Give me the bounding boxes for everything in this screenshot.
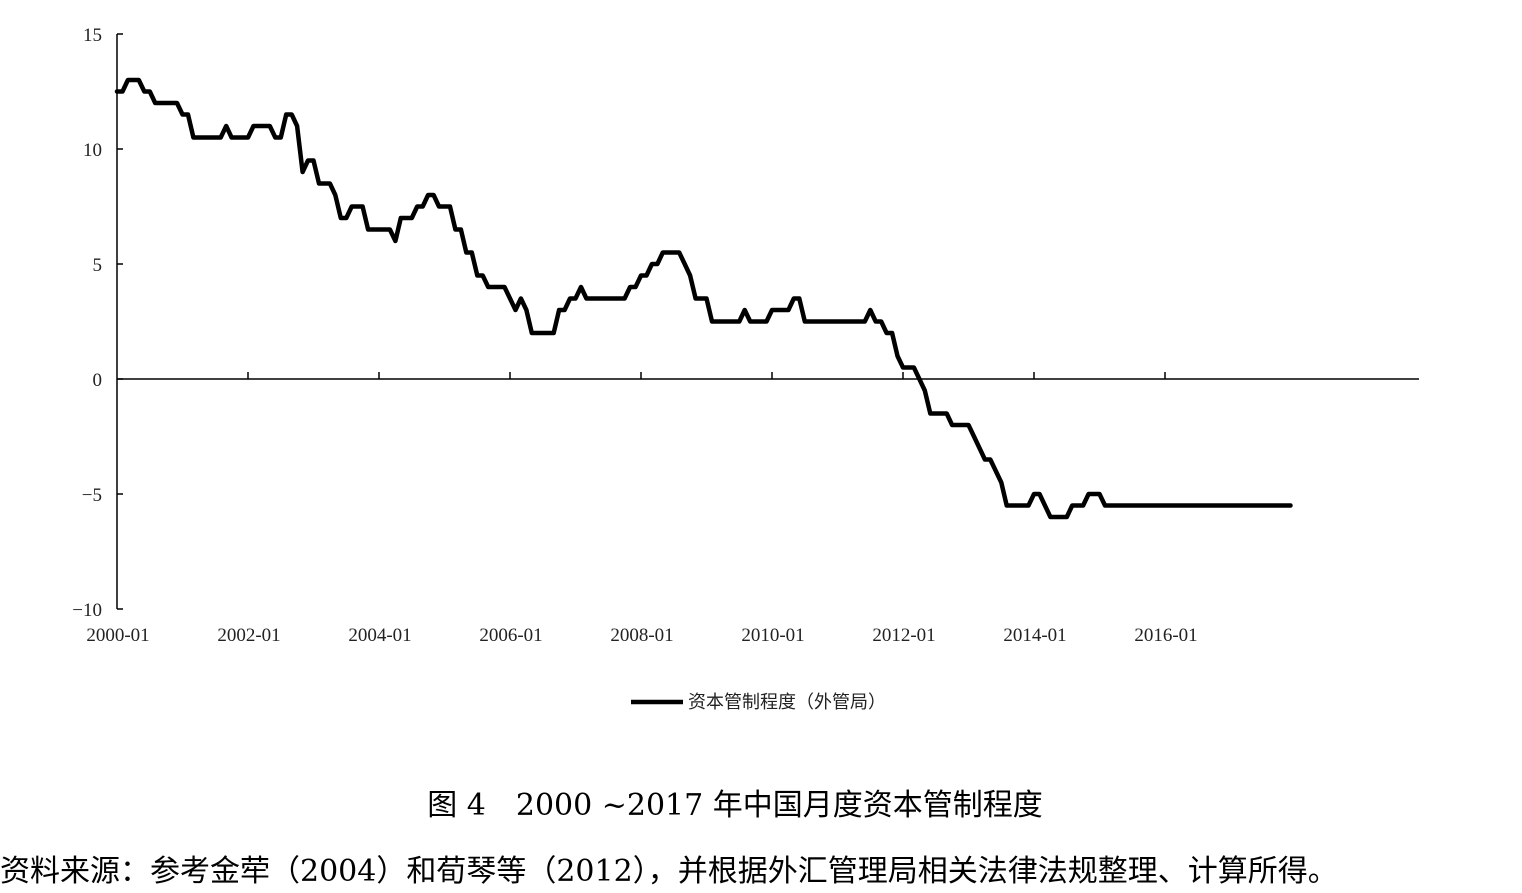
chart-area: 15 10 5 0 −5 −10 2000-01 2002-01 2004-01 2006-01 2… [0, 0, 1522, 760]
figure-source-note: 资料来源：参考金荦（2004）和荀琴等（2012），并根据外汇管理局相关法律法规… [0, 846, 1338, 890]
series-line [117, 80, 1291, 517]
y-tick-label: 5 [93, 255, 103, 276]
x-tick-label: 2006-01 [479, 625, 542, 646]
x-tick-label: 2012-01 [872, 625, 935, 646]
y-tick-label: 0 [93, 370, 103, 391]
y-tick-label: 15 [83, 25, 102, 46]
x-tick-label: 2016-01 [1134, 625, 1197, 646]
x-tick-label: 2004-01 [348, 625, 411, 646]
legend: 资本管制程度（外管局） [631, 692, 886, 713]
x-tick-label: 2010-01 [741, 625, 804, 646]
y-tick-label: −5 [82, 485, 102, 506]
x-tick-label: 2000-01 [86, 625, 149, 646]
y-tick-label: −10 [72, 600, 102, 621]
x-tick-label: 2002-01 [217, 625, 280, 646]
y-tick-label: 10 [83, 140, 102, 161]
x-tick-label: 2014-01 [1003, 625, 1066, 646]
tick-labels: 15 10 5 0 −5 −10 2000-01 2002-01 2004-01 2006-01 2… [72, 25, 1197, 646]
x-tick-label: 2008-01 [610, 625, 673, 646]
series-layer [117, 80, 1291, 517]
legend-label: 资本管制程度（外管局） [688, 692, 886, 713]
figure-caption: 图 4 2000 ~2017 年中国月度资本管制程度 [0, 780, 1470, 824]
